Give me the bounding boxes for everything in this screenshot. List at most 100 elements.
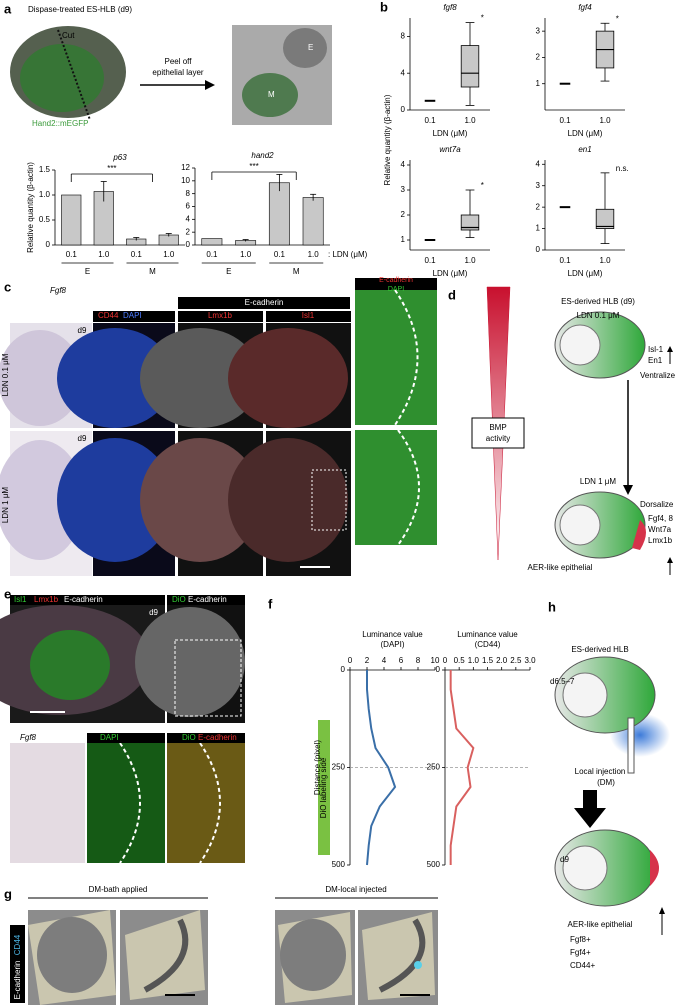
- x-tick-label: 2.0: [496, 656, 508, 665]
- y-tick-label: 1: [536, 79, 541, 88]
- annotation: ***: [107, 164, 116, 173]
- x-tick-label: 6: [399, 656, 404, 665]
- label: LDN 1 μM: [580, 477, 617, 486]
- x-tick-label: 2: [365, 656, 370, 665]
- y-tick-label: 0: [401, 105, 406, 114]
- label: LDN 1 μM: [1, 487, 10, 524]
- panel-label: e: [4, 586, 11, 601]
- bar: [302, 197, 324, 246]
- label: Isl-1: [648, 345, 664, 354]
- label: Local injection: [575, 767, 626, 776]
- y-tick-label: 8: [186, 189, 191, 198]
- x-tick-label: 0: [348, 656, 353, 665]
- x-tick-label: 0.1: [66, 250, 78, 259]
- label: Isl1: [302, 311, 315, 320]
- y-tick-label: 0: [186, 240, 191, 249]
- label: DAPI: [100, 733, 119, 742]
- label: Ventralize: [640, 371, 676, 380]
- y-tick-label: 4: [401, 68, 406, 77]
- panel-h-diagram: [554, 656, 670, 935]
- label: LDN 0.1 μM: [1, 353, 10, 396]
- label: E: [308, 43, 313, 52]
- axis-title: LDN (μM): [433, 269, 468, 278]
- x-tick-label: 1.0: [599, 116, 611, 125]
- y-tick-label: 0: [436, 665, 441, 674]
- x-tick-label: 1.0: [599, 256, 611, 265]
- y-tick-label: 6: [186, 202, 191, 211]
- annotation: DiO labeling side: [319, 757, 328, 818]
- axis-title: Relative quantity (β-actin): [26, 162, 35, 253]
- label: DiO: [172, 595, 186, 604]
- label: E-cadherin: [379, 277, 413, 284]
- y-tick-label: 0: [46, 240, 51, 249]
- panel-c-images: [0, 278, 437, 576]
- label: Peel off: [165, 57, 193, 66]
- panel-g-images: [10, 897, 438, 1005]
- group-label: M: [149, 267, 156, 276]
- x-tick-label: 2.5: [510, 656, 522, 665]
- y-tick-label: 250: [427, 763, 441, 772]
- label: Lmx1b: [208, 311, 233, 320]
- label: Lmx1b: [648, 536, 673, 545]
- chart-title: fgf8: [443, 3, 457, 12]
- x-tick-label: 1.0: [240, 250, 252, 259]
- group-label: E: [226, 267, 231, 276]
- profile: [366, 670, 397, 866]
- label: CD44+: [570, 961, 595, 970]
- y-tick-label: 0: [341, 665, 346, 674]
- bar: [268, 182, 290, 246]
- x-tick-label: 0.5: [454, 656, 466, 665]
- label: Fgf4+: [570, 948, 591, 957]
- y-tick-label: 2: [536, 202, 541, 211]
- panel-d-diagram: [471, 286, 673, 575]
- y-tick-label: 2: [401, 210, 406, 219]
- y-tick-label: 2: [186, 227, 191, 236]
- label: E-cadherin: [198, 733, 237, 742]
- axis-title: LDN (μM): [568, 269, 603, 278]
- label: AER-like epithelial: [528, 563, 593, 572]
- y-tick-label: 4: [401, 160, 406, 169]
- panel-label: g: [4, 886, 12, 901]
- chart-title: p63: [112, 153, 127, 162]
- label: E-cadherin: [13, 961, 22, 1000]
- y-tick-label: 4: [536, 159, 541, 168]
- y-tick-label: 3: [536, 26, 541, 35]
- label: CD44: [98, 311, 119, 320]
- y-tick-label: 1.5: [39, 165, 51, 174]
- label: DAPI: [123, 311, 142, 320]
- box: [460, 45, 480, 88]
- y-tick-label: 0: [536, 245, 541, 254]
- y-tick-label: 1: [401, 235, 406, 244]
- x-tick-label: 1.0: [468, 656, 480, 665]
- axis-title: : LDN (μM): [328, 250, 368, 259]
- x-tick-label: 10: [431, 656, 440, 665]
- annotation: n.s.: [616, 164, 629, 173]
- axis-title: LDN (μM): [568, 129, 603, 138]
- y-tick-label: 3: [536, 181, 541, 190]
- label: Dispase-treated ES-HLB (d9): [28, 5, 132, 14]
- label: DAPI: [388, 286, 404, 293]
- label: Wnt7a: [648, 525, 672, 534]
- x-tick-label: 1.0: [464, 256, 476, 265]
- y-tick-label: 3: [401, 185, 406, 194]
- panel-a-images: [10, 25, 332, 125]
- x-tick-label: 3.0: [524, 656, 536, 665]
- label: E-cadherin: [188, 595, 227, 604]
- bar: [61, 194, 82, 246]
- panel-label: b: [380, 0, 388, 14]
- x-tick-label: 1.0: [98, 250, 110, 259]
- label: BMP: [489, 423, 506, 432]
- label: Fgf8+: [570, 935, 591, 944]
- label: Fgf8: [20, 733, 37, 742]
- chart-title: wnt7a: [439, 145, 461, 154]
- label: DM-local injected: [325, 885, 386, 894]
- label: Hand2::mEGFP: [32, 119, 88, 128]
- x-tick-label: 1.0: [163, 250, 175, 259]
- x-tick-label: 0.1: [559, 256, 571, 265]
- chart-title: Luminance value: [457, 630, 518, 639]
- chart-title: (CD44): [475, 640, 501, 649]
- label: Fgf4, 8: [648, 514, 673, 523]
- y-tick-label: 12: [181, 163, 190, 172]
- label: ES-derived HLB (d9): [561, 297, 635, 306]
